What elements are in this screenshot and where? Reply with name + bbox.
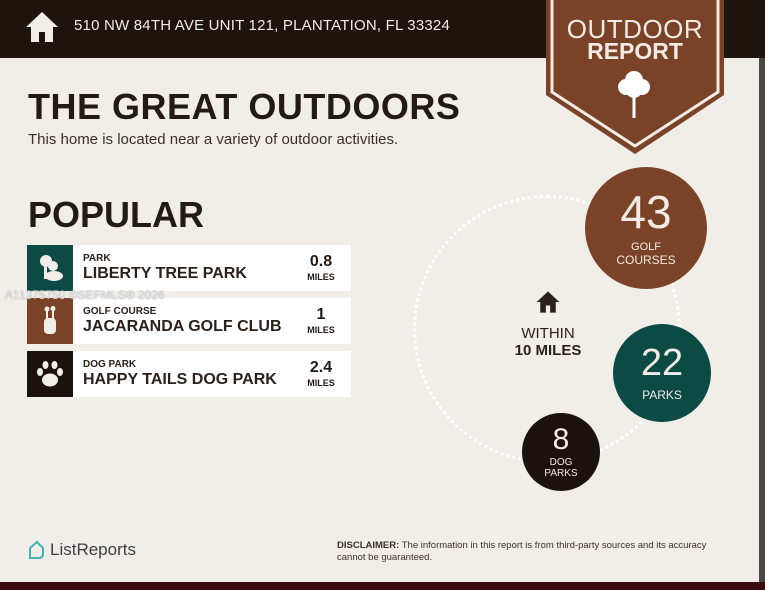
popular-item: DOG PARK HAPPY TAILS DOG PARK 2.4 MILES	[27, 351, 351, 397]
item-unit: MILES	[307, 272, 335, 282]
count-number: 43	[620, 186, 672, 238]
dog-parks-count: 8 DOG PARKS	[522, 413, 600, 491]
page-subtitle: This home is located near a variety of o…	[28, 131, 399, 148]
popular-item: PARK LIBERTY TREE PARK 0.8 MILES	[27, 245, 351, 291]
bottom-bar	[0, 582, 765, 590]
listreports-logo: ListReports	[26, 540, 136, 560]
count-number: 8	[552, 423, 570, 456]
item-distance: 1	[316, 306, 326, 323]
home-icon	[536, 291, 560, 313]
count-number: 22	[640, 342, 684, 384]
item-unit: MILES	[307, 325, 335, 335]
edge-strip	[759, 58, 765, 582]
count-label: PARKS	[544, 468, 578, 479]
brand-name: ListReports	[50, 540, 136, 559]
radius-label: WITHIN 10 MILES	[505, 290, 591, 359]
listreports-logo-icon	[29, 540, 44, 559]
disclaimer-text: The information in this report is from t…	[337, 540, 707, 563]
property-address: 510 NW 84TH AVE UNIT 121, PLANTATION, FL…	[74, 17, 451, 34]
golf-bag-icon	[27, 298, 73, 344]
page-title: THE GREAT OUTDOORS	[28, 86, 461, 127]
golf-courses-count: 43 GOLF COURSES	[585, 167, 707, 289]
badge-line1: OUTDOOR	[566, 14, 704, 44]
item-unit: MILES	[307, 378, 335, 388]
item-name: JACARANDA GOLF CLUB	[83, 318, 282, 335]
mls-watermark: A11375750 ©SEFMLS® 2026	[5, 288, 165, 302]
count-label: GOLF	[631, 241, 661, 253]
item-name: HAPPY TAILS DOG PARK	[83, 371, 277, 388]
item-distance: 2.4	[309, 359, 333, 376]
within-text: WITHIN	[521, 325, 575, 342]
disclaimer-label: DISCLAIMER:	[337, 540, 400, 551]
popular-item: GOLF COURSE JACARANDA GOLF CLUB 1 MILES	[27, 298, 351, 344]
item-category: DOG PARK	[83, 359, 137, 370]
parks-count: 22 PARKS	[613, 324, 711, 422]
home-icon	[26, 12, 58, 42]
item-category: GOLF COURSE	[83, 306, 157, 317]
park-icon	[27, 245, 73, 291]
count-label: PARKS	[642, 388, 682, 402]
popular-heading: POPULAR	[28, 194, 205, 235]
item-name: LIBERTY TREE PARK	[83, 265, 247, 282]
paw-icon	[27, 351, 73, 397]
badge-line2: REPORT	[587, 38, 683, 64]
tree-icon	[618, 71, 650, 118]
count-label: COURSES	[616, 253, 676, 267]
disclaimer: DISCLAIMER: The information in this repo…	[337, 540, 737, 564]
miles-text: 10 MILES	[514, 342, 582, 359]
count-label: DOG	[549, 457, 573, 468]
item-category: PARK	[83, 253, 111, 264]
item-distance: 0.8	[309, 253, 333, 270]
